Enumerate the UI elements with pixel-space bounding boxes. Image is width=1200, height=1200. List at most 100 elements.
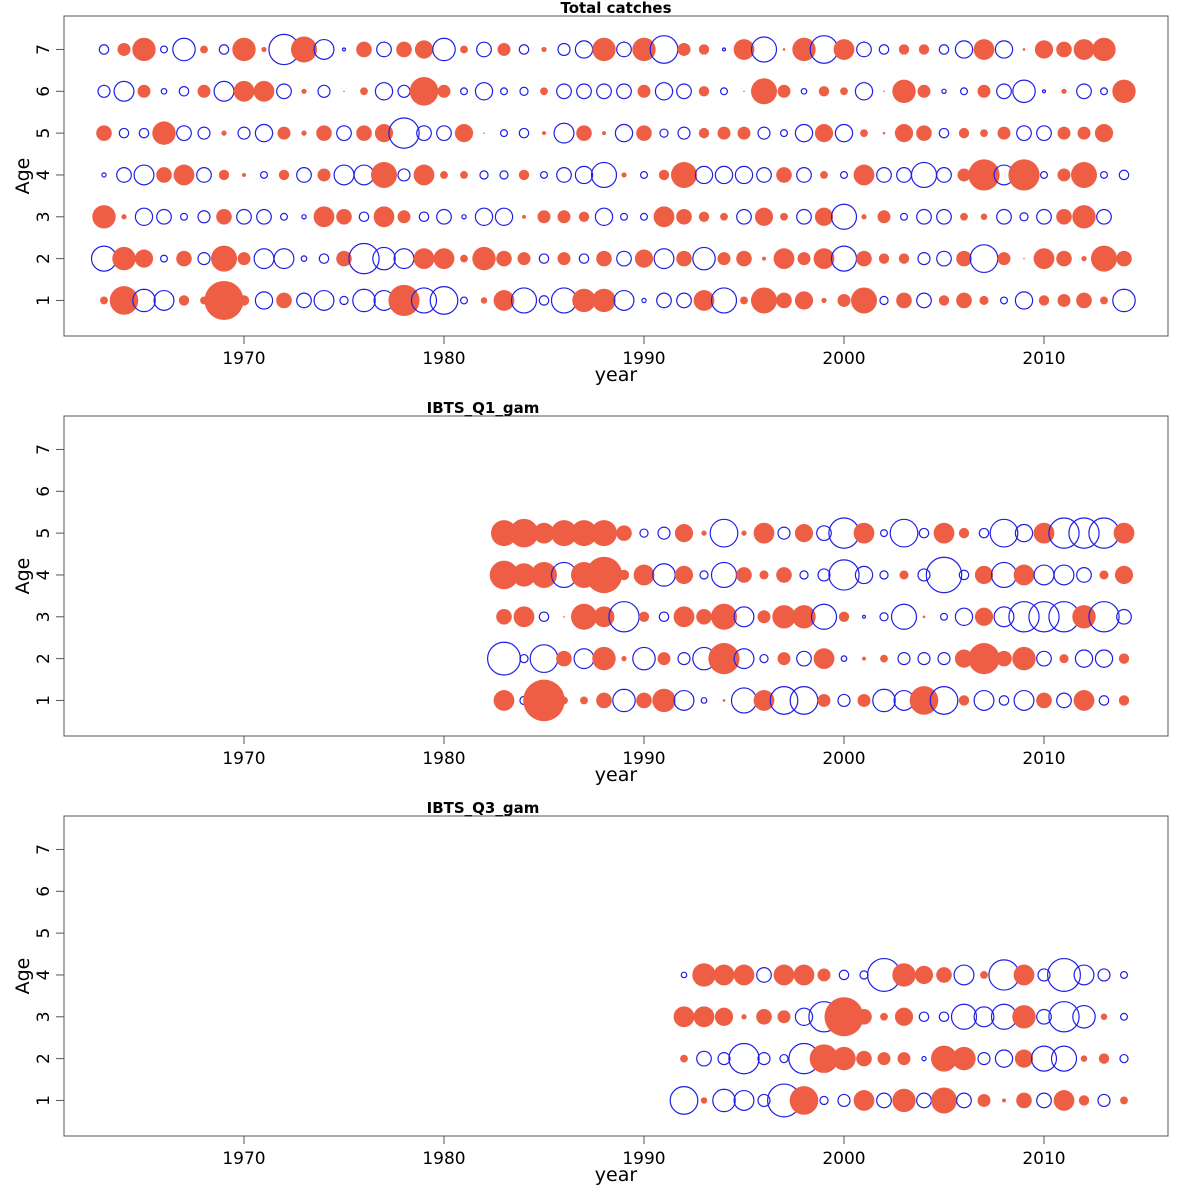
bubble-negative — [657, 526, 671, 540]
x-tick-label: 1990 — [622, 349, 665, 369]
bubble-negative — [132, 288, 156, 313]
bubble-negative — [218, 44, 230, 55]
bubble-negative — [418, 211, 430, 223]
bubble-positive — [551, 520, 577, 547]
bubble-positive — [1013, 964, 1035, 986]
bubble-negative — [1036, 1008, 1052, 1025]
bubble-positive — [173, 164, 195, 186]
bubble-positive — [797, 252, 811, 266]
y-tick-label: 2 — [34, 1053, 54, 1064]
x-tick-label: 2000 — [822, 1149, 865, 1169]
bubble-negative — [1050, 1045, 1078, 1072]
bubble-positive — [132, 37, 156, 62]
bubble-positive — [176, 250, 192, 267]
bubble-negative — [339, 295, 349, 306]
bubble-positive — [878, 253, 890, 264]
bubble-negative — [676, 292, 692, 309]
bubble-positive — [773, 964, 795, 986]
bubble-positive — [540, 87, 548, 96]
bubble-negative — [973, 689, 995, 711]
bubble-positive — [956, 292, 972, 309]
bubble-positive — [1094, 124, 1114, 143]
bubble-positive — [336, 208, 352, 225]
bubble-positive — [533, 522, 555, 544]
bubble-positive — [1077, 126, 1091, 140]
bubble-negative — [276, 83, 292, 100]
bubble-negative — [172, 37, 196, 62]
bubble-negative — [494, 207, 514, 226]
bubble-negative — [759, 653, 769, 664]
bubble-positive — [653, 206, 675, 228]
bubble-positive — [100, 296, 108, 305]
bubble-positive — [1053, 1090, 1075, 1111]
bubble-negative — [1012, 79, 1036, 104]
bubble-positive — [1056, 208, 1072, 225]
bubble-positive — [877, 210, 891, 224]
bubble-negative — [876, 1092, 892, 1109]
y-tick-label: 4 — [34, 170, 54, 181]
bubble-negative — [353, 164, 375, 186]
bubble-negative — [736, 208, 752, 225]
bubble-positive — [276, 292, 292, 309]
bubble-positive — [956, 250, 972, 267]
bubble-negative — [474, 82, 494, 101]
bubble-positive — [996, 650, 1012, 667]
bubble-negative — [794, 1007, 814, 1026]
bubble-positive — [817, 968, 831, 982]
bubble-positive — [894, 124, 914, 143]
bubble-positive — [756, 1008, 772, 1025]
bubble-positive — [997, 126, 1011, 140]
y-tick-label: 6 — [34, 886, 54, 897]
bubble-positive — [657, 652, 671, 666]
bubble-positive — [977, 84, 991, 98]
bubble-positive — [931, 1045, 957, 1072]
bubble-positive — [413, 164, 435, 186]
plot-frame — [63, 815, 1169, 1137]
bubble-positive — [483, 132, 485, 134]
bubble-positive — [556, 650, 572, 667]
bubble-negative — [116, 167, 132, 183]
bubble-negative — [296, 167, 312, 183]
bubble-positive — [413, 248, 435, 270]
bubble-positive — [232, 37, 256, 62]
bubble-negative — [810, 603, 838, 630]
bubble-positive — [740, 296, 748, 305]
bubble-positive — [1057, 293, 1071, 307]
bubble-positive — [542, 131, 546, 136]
bubble-negative — [680, 971, 688, 979]
x-tick-label: 2000 — [822, 749, 865, 769]
bubble-negative — [410, 287, 438, 314]
bubble-positive — [824, 997, 864, 1037]
bubble-positive — [960, 212, 968, 221]
bubble-negative — [799, 570, 809, 580]
bubble-positive — [454, 124, 474, 143]
bubble-positive — [793, 964, 815, 986]
bubble-negative — [372, 246, 396, 271]
bubble-negative — [341, 47, 347, 52]
bubble-negative — [1076, 567, 1092, 583]
bubble-positive — [897, 1052, 911, 1066]
bubble-negative — [977, 1052, 991, 1066]
bubble-negative — [959, 87, 968, 96]
y-tick-label: 6 — [34, 86, 54, 97]
y-tick-label: 4 — [34, 570, 54, 581]
bubble-negative — [318, 253, 330, 264]
bubble-negative — [573, 648, 595, 670]
bubble-positive — [693, 1006, 715, 1028]
bubble-negative — [757, 1052, 771, 1066]
x-tick-label: 1980 — [422, 749, 465, 769]
bubble-positive — [772, 605, 796, 629]
bubble-positive — [1080, 1055, 1088, 1062]
panel-1: Total catches 1970 1980 1990 2000 2010 1 2 3 4 5 6 7… — [12, 0, 1169, 386]
bubble-negative — [98, 44, 110, 55]
bubble-negative — [1036, 125, 1052, 142]
bubble-negative — [993, 606, 1015, 628]
bubble-negative — [352, 288, 376, 313]
bubble-negative — [101, 172, 107, 178]
bubble-positive — [680, 1054, 688, 1063]
bubble-positive — [658, 169, 670, 181]
bubble-positive — [96, 125, 112, 141]
bubble-negative — [817, 568, 831, 582]
bubble-negative — [460, 296, 469, 305]
bubble-negative — [313, 38, 335, 60]
